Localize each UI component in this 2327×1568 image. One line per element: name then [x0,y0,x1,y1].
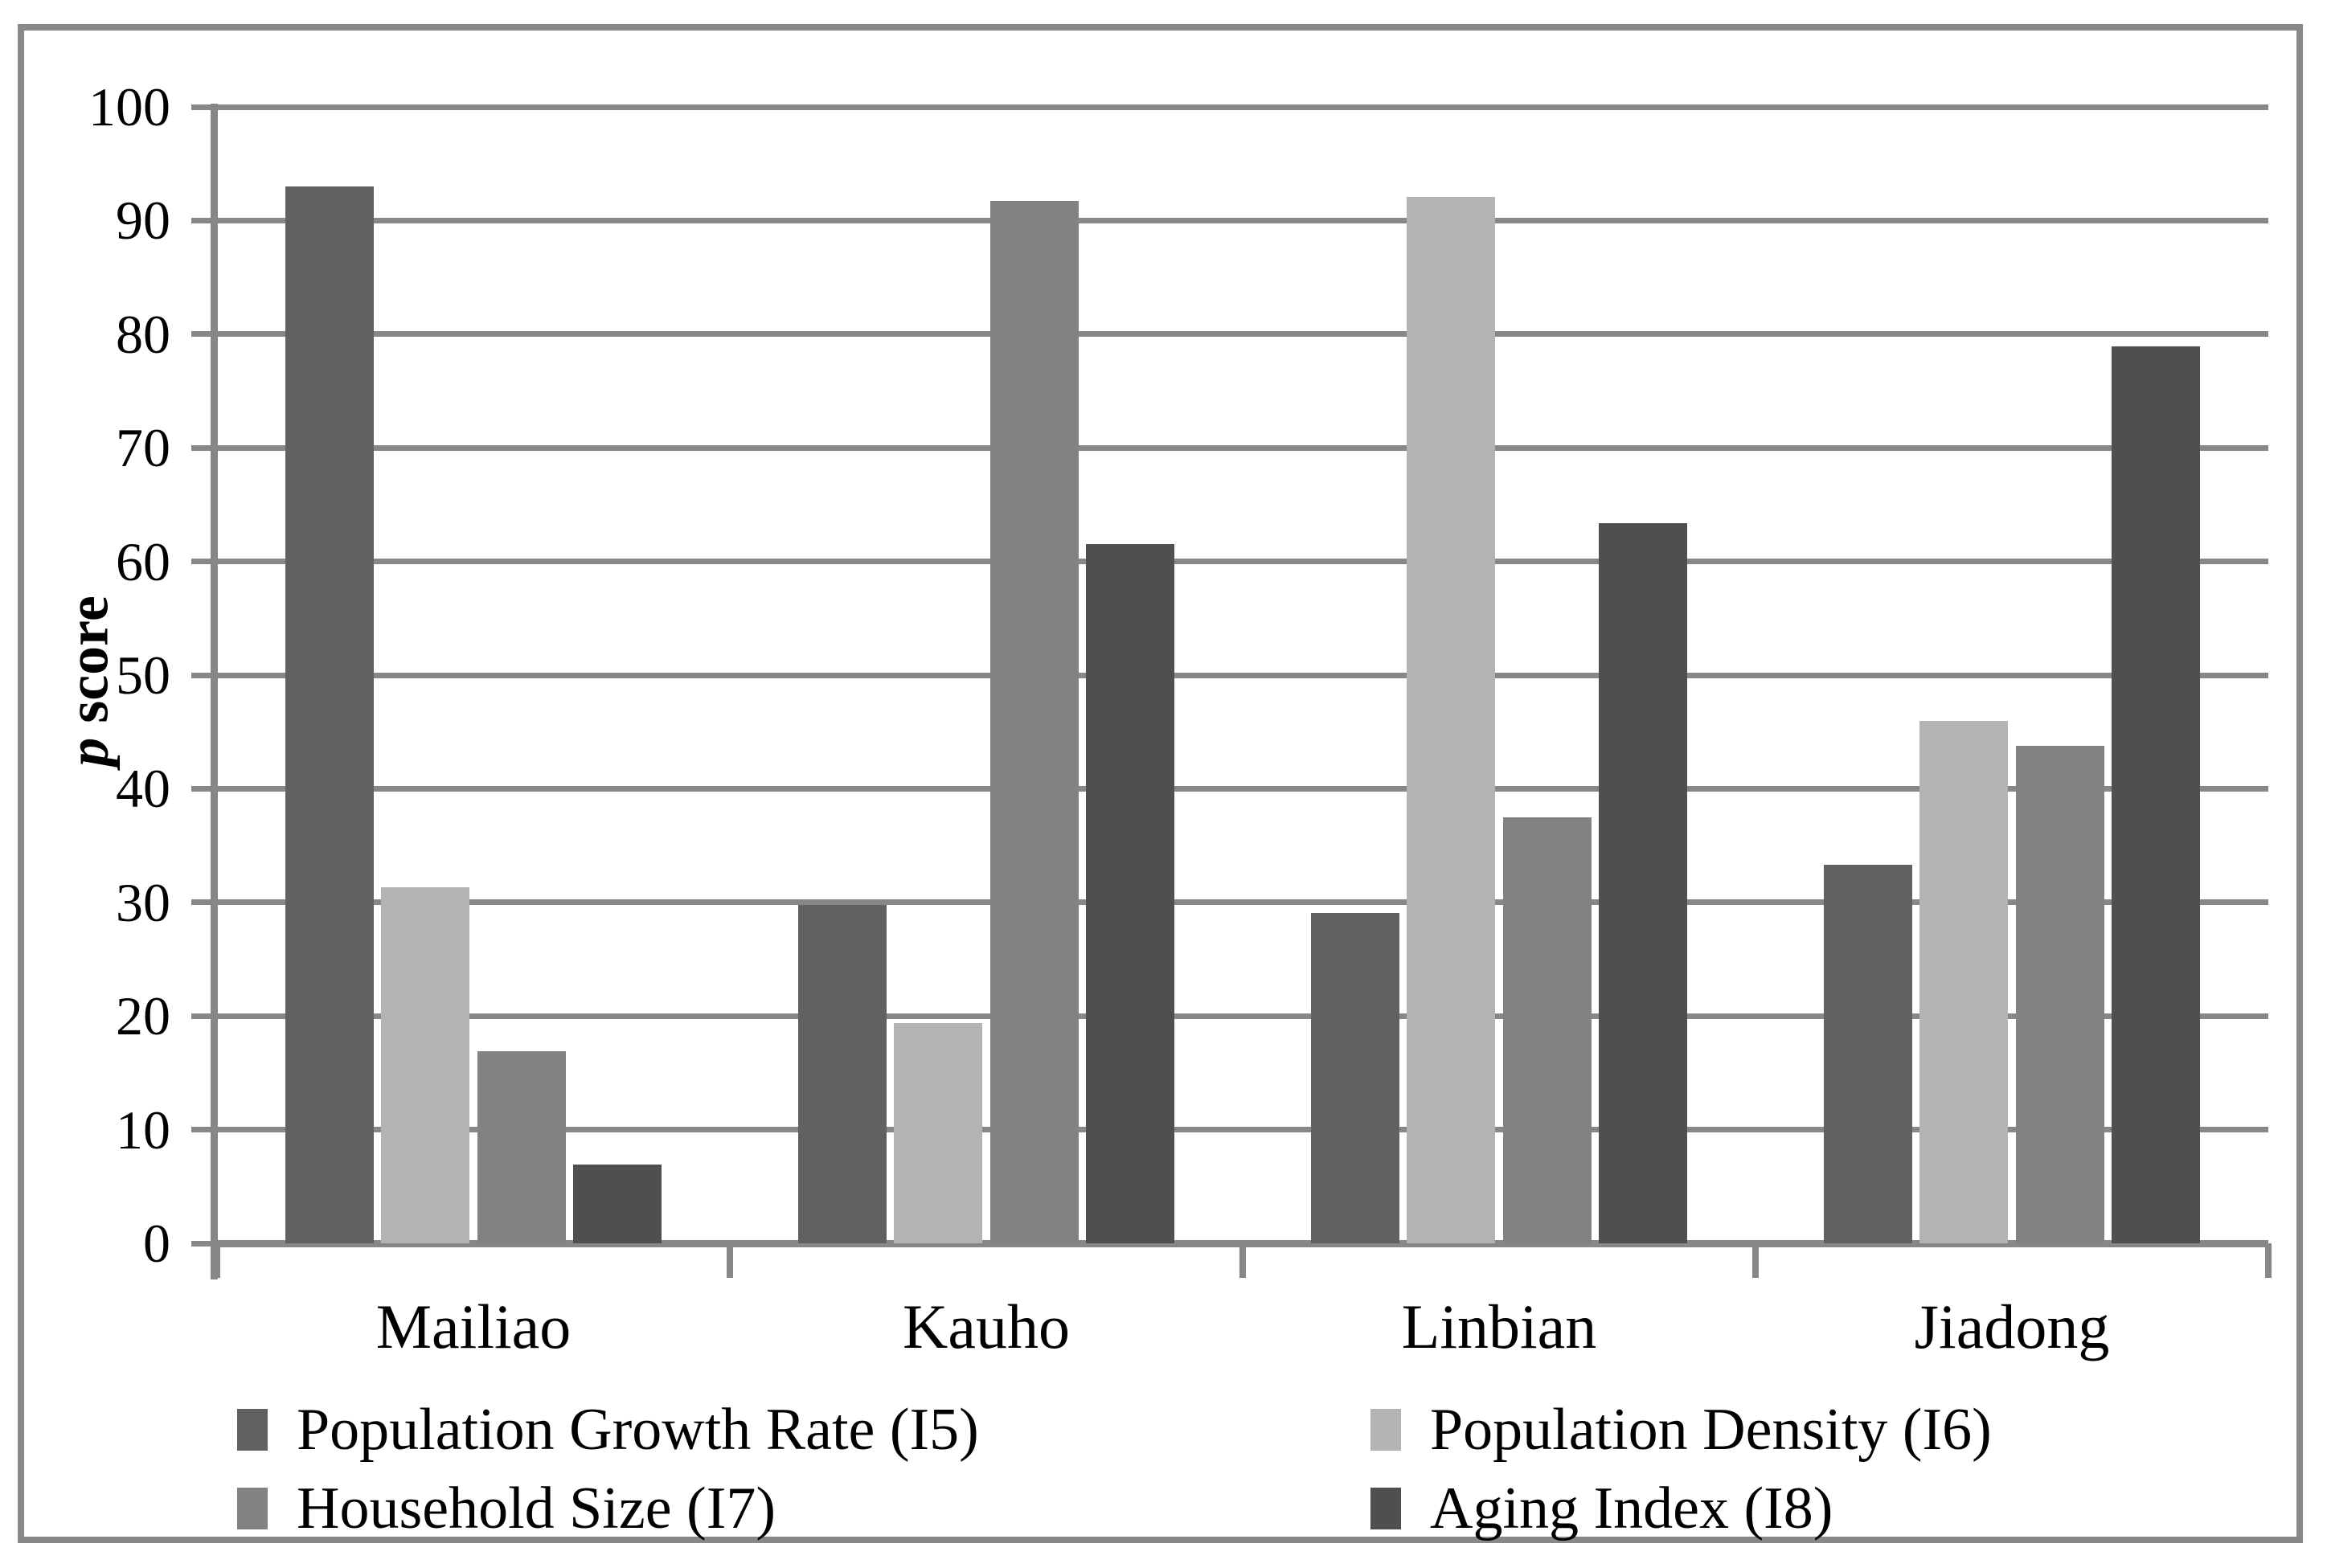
y-tick-100 [191,104,218,110]
chart-outer-border [18,24,2303,1543]
y-tick-60 [191,559,218,565]
gridline-20 [217,1013,2268,1019]
x-boundary-tick-1 [727,1243,733,1278]
gridline-40 [217,785,2268,792]
y-tick-30 [191,899,218,906]
y-axis-line [211,104,218,1279]
y-tick-label-20: 20 [116,985,170,1047]
y-tick-0 [191,1240,218,1247]
gridline-90 [217,217,2268,223]
bar-kauho-series4 [1086,544,1175,1243]
gridline-80 [217,331,2268,338]
gridline-30 [217,899,2268,906]
x-boundary-tick-0 [214,1243,220,1278]
bar-linbian-series3 [1502,817,1592,1243]
x-boundary-tick-2 [1239,1243,1246,1278]
category-label-mailiao: Mailiao [375,1292,572,1361]
bar-mailiao-series4 [573,1165,662,1243]
bar-jiadong-series1 [1823,865,1912,1243]
gridline-60 [217,559,2268,565]
y-tick-80 [191,331,218,338]
y-tick-label-40: 40 [116,758,170,820]
y-tick-label-90: 90 [116,190,170,252]
legend-item-aging-index-i8: Aging Index (I8) [1370,1479,1833,1538]
legend-label-series4: Aging Index (I8) [1430,1476,1833,1541]
y-tick-70 [191,444,218,451]
legend-label-series2: Population Density (I6) [1430,1397,1992,1463]
y-tick-label-100: 100 [88,76,170,137]
legend-swatch-series2 [1370,1409,1401,1451]
bar-jiadong-series3 [2015,745,2104,1243]
y-tick-40 [191,785,218,792]
y-tick-label-70: 70 [116,417,170,479]
gridline-100 [217,104,2268,110]
category-label-jiadong: Jiadong [1914,1292,2110,1361]
legend-swatch-series3 [237,1488,268,1529]
bar-linbian-series4 [1599,522,1688,1243]
y-tick-label-10: 10 [116,1099,170,1161]
bar-mailiao-series2 [381,887,470,1243]
y-tick-20 [191,1013,218,1019]
y-tick-label-80: 80 [116,303,170,365]
bar-kauho-series1 [797,904,887,1243]
y-tick-label-60: 60 [116,530,170,592]
y-tick-label-50: 50 [116,645,170,706]
x-boundary-tick-3 [1752,1243,1759,1278]
legend-item-population-growth-rate-i5: Population Growth Rate (I5) [237,1400,979,1460]
legend-item-household-size-i7: Household Size (I7) [237,1479,776,1538]
category-label-kauho: Kauho [903,1292,1070,1361]
gridline-70 [217,444,2268,451]
y-tick-90 [191,217,218,223]
legend-label-series3: Household Size (I7) [297,1476,776,1541]
legend-swatch-series1 [237,1409,268,1451]
y-tick-label-0: 0 [143,1213,170,1274]
bar-jiadong-series4 [2112,346,2201,1243]
bar-jiadong-series2 [1919,720,2009,1243]
category-label-linbian: Linbian [1401,1292,1597,1361]
y-tick-10 [191,1127,218,1133]
bar-linbian-series2 [1407,196,1496,1243]
legend-label-series1: Population Growth Rate (I5) [297,1397,979,1463]
gridline-10 [217,1127,2268,1133]
bar-kauho-series2 [894,1022,983,1243]
bar-mailiao-series3 [477,1051,566,1243]
y-tick-label-30: 30 [116,871,170,933]
gridline-50 [217,672,2268,678]
bar-mailiao-series1 [285,186,374,1243]
bar-kauho-series3 [989,201,1079,1243]
bar-linbian-series1 [1310,912,1399,1243]
x-boundary-tick-4 [2265,1243,2272,1278]
legend-swatch-series4 [1370,1488,1401,1529]
legend-item-population-density-i6: Population Density (I6) [1370,1400,1992,1460]
y-tick-50 [191,672,218,678]
